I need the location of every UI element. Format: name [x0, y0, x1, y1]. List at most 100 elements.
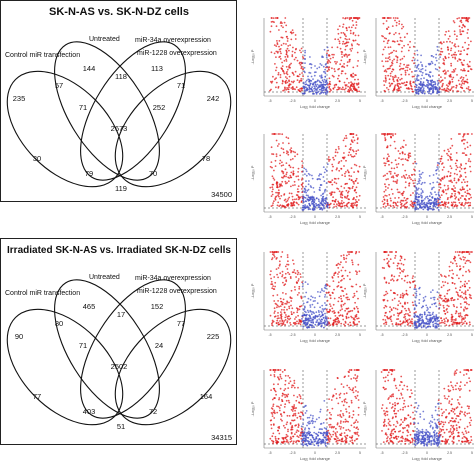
volcano-xtick: 2.5: [447, 99, 452, 103]
venn-count-cum34: 252: [153, 103, 166, 112]
volcano-xtick: 2.5: [335, 451, 340, 455]
venn-count-um34m1228: 72: [149, 407, 157, 416]
volcano-points: [269, 17, 361, 95]
volcano-svg: -Log₁₀ P -5 -2.5 0 2.5 5 Log₂ fold change: [362, 133, 474, 225]
volcano-xtick: -5: [380, 215, 383, 219]
volcano-xtick: 5: [471, 215, 473, 219]
volcano-xtick: -2.5: [289, 333, 295, 337]
venn-count-center: 2502: [111, 362, 128, 371]
volcano-points: [380, 369, 473, 447]
venn-set-label: Untreated: [89, 36, 120, 43]
venn-count-m34m1228: 71: [177, 81, 185, 90]
volcano-plot: -Log₁₀ P -5 -2.5 0 2.5 5 Log₂ fold change: [360, 238, 474, 346]
venn-set-label: miR-34a overexpression: [135, 37, 211, 44]
volcano-points: [381, 17, 473, 95]
volcano-ylabel: -Log₁₀ P: [250, 49, 255, 64]
volcano-xtick: -5: [380, 451, 383, 455]
venn-count-um1228: 71: [79, 341, 87, 350]
volcano-xtick: -2.5: [401, 99, 407, 103]
venn-count-cm1228: 30: [33, 154, 41, 163]
volcano-plot: -Log₁₀ P -5 -2.5 0 2.5 5 Log₂ fold change: [248, 4, 370, 112]
volcano-ylabel: -Log₁₀ P: [362, 49, 367, 64]
volcano-xtick: 5: [471, 451, 473, 455]
venn-set-label: Control miR transfection: [5, 52, 80, 59]
volcano-xtick: 0: [426, 451, 428, 455]
volcano-xtick: -5: [380, 333, 383, 337]
volcano-ylabel: -Log₁₀ P: [250, 283, 255, 298]
volcano-xtick: 2.5: [447, 215, 452, 219]
volcano-xtick: 5: [359, 451, 361, 455]
volcano-points: [269, 133, 361, 211]
venn-set-label: Untreated: [89, 274, 120, 281]
volcano-xtick: 5: [359, 215, 361, 219]
venn-count-m1228_only: 242: [207, 94, 220, 103]
volcano-ylabel: -Log₁₀ P: [362, 165, 367, 180]
volcano-points: [269, 369, 360, 447]
venn-ellipse-mir1228: [114, 308, 232, 426]
venn-set-label: miR-34a overexpression: [135, 275, 211, 282]
venn-count-u_only: 465: [83, 302, 96, 311]
volcano-xtick: 5: [471, 99, 473, 103]
volcano-xtick: 0: [426, 333, 428, 337]
venn-count-m1228_only: 225: [207, 332, 220, 341]
volcano-svg: -Log₁₀ P -5 -2.5 0 2.5 5 Log₂ fold change: [362, 251, 474, 343]
venn-count-c_only: 235: [13, 94, 26, 103]
volcano-ylabel: -Log₁₀ P: [362, 401, 367, 416]
venn-set-label: Control miR transfection: [5, 290, 80, 297]
volcano-xtick: -2.5: [401, 215, 407, 219]
volcano-svg: -Log₁₀ P -5 -2.5 0 2.5 5 Log₂ fold change: [362, 369, 474, 461]
volcano-xlabel: Log₂ fold change: [412, 220, 443, 225]
venn-title: SK-N-AS vs. SK-N-DZ cells: [49, 6, 189, 18]
venn-count-cm34: 164: [200, 392, 213, 401]
volcano-plot: -Log₁₀ P -5 -2.5 0 2.5 5 Log₂ fold change: [360, 120, 474, 228]
volcano-xtick: 2.5: [447, 333, 452, 337]
volcano-xtick: 0: [314, 99, 316, 103]
volcano-svg: -Log₁₀ P -5 -2.5 0 2.5 5 Log₂ fold change: [362, 17, 474, 109]
volcano-xtick: 2.5: [335, 99, 340, 103]
volcano-xtick: -2.5: [289, 215, 295, 219]
venn-panel-bottom: Irradiated SK-N-AS vs. Irradiated SK-N-D…: [0, 238, 237, 445]
volcano-xtick: -5: [268, 215, 271, 219]
volcano-points: [381, 133, 473, 211]
venn-ellipse-untreated: [54, 41, 160, 181]
venn-diagram-bottom: Irradiated SK-N-AS vs. Irradiated SK-N-D…: [5, 245, 232, 442]
volcano-xtick: 0: [426, 99, 428, 103]
volcano-xtick: -2.5: [401, 333, 407, 337]
venn-count-c_only: 90: [15, 332, 23, 341]
volcano-xtick: 5: [359, 99, 361, 103]
volcano-xtick: -5: [268, 333, 271, 337]
volcano-xtick: 5: [359, 333, 361, 337]
volcano-xtick: 2.5: [335, 215, 340, 219]
venn-count-cu: 57: [55, 81, 63, 90]
venn-total: 34500: [211, 190, 232, 199]
volcano-xlabel: Log₂ fold change: [412, 104, 443, 109]
venn-count-cum34: 24: [155, 341, 163, 350]
volcano-xlabel: Log₂ fold change: [300, 456, 331, 461]
volcano-ylabel: -Log₁₀ P: [250, 165, 255, 180]
venn-count-cm34m1228: 403: [83, 407, 96, 416]
venn-count-cm1228: 77: [33, 392, 41, 401]
venn-count-m34_only: 113: [151, 64, 163, 73]
venn-count-cum1228: 51: [117, 422, 125, 431]
volcano-svg: -Log₁₀ P -5 -2.5 0 2.5 5 Log₂ fold change: [250, 251, 366, 343]
volcano-plot: -Log₁₀ P -5 -2.5 0 2.5 5 Log₂ fold change: [360, 4, 474, 112]
volcano-xtick: -5: [268, 451, 271, 455]
volcano-points: [381, 251, 473, 329]
venn-set-label: miR-1228 overexpression: [137, 288, 217, 295]
volcano-xlabel: Log₂ fold change: [412, 338, 443, 343]
volcano-xtick: -2.5: [289, 451, 295, 455]
volcano-xlabel: Log₂ fold change: [300, 338, 331, 343]
volcano-xtick: 0: [426, 215, 428, 219]
volcano-plot: -Log₁₀ P -5 -2.5 0 2.5 5 Log₂ fold change: [248, 120, 370, 228]
venn-set-label: miR-1228 overexpression: [137, 50, 217, 57]
venn-title: Irradiated SK-N-AS vs. Irradiated SK-N-D…: [7, 245, 231, 256]
volcano-points: [269, 251, 361, 329]
venn-count-cum1228: 119: [115, 184, 127, 193]
volcano-xtick: -2.5: [289, 99, 295, 103]
volcano-xtick: 0: [314, 451, 316, 455]
venn-count-cm34: 78: [202, 154, 210, 163]
venn-count-u_only: 144: [83, 64, 96, 73]
venn-panel-top: SK-N-AS vs. SK-N-DZ cells Control miR tra…: [0, 0, 237, 202]
volcano-xlabel: Log₂ fold change: [300, 220, 331, 225]
volcano-xlabel: Log₂ fold change: [300, 104, 331, 109]
